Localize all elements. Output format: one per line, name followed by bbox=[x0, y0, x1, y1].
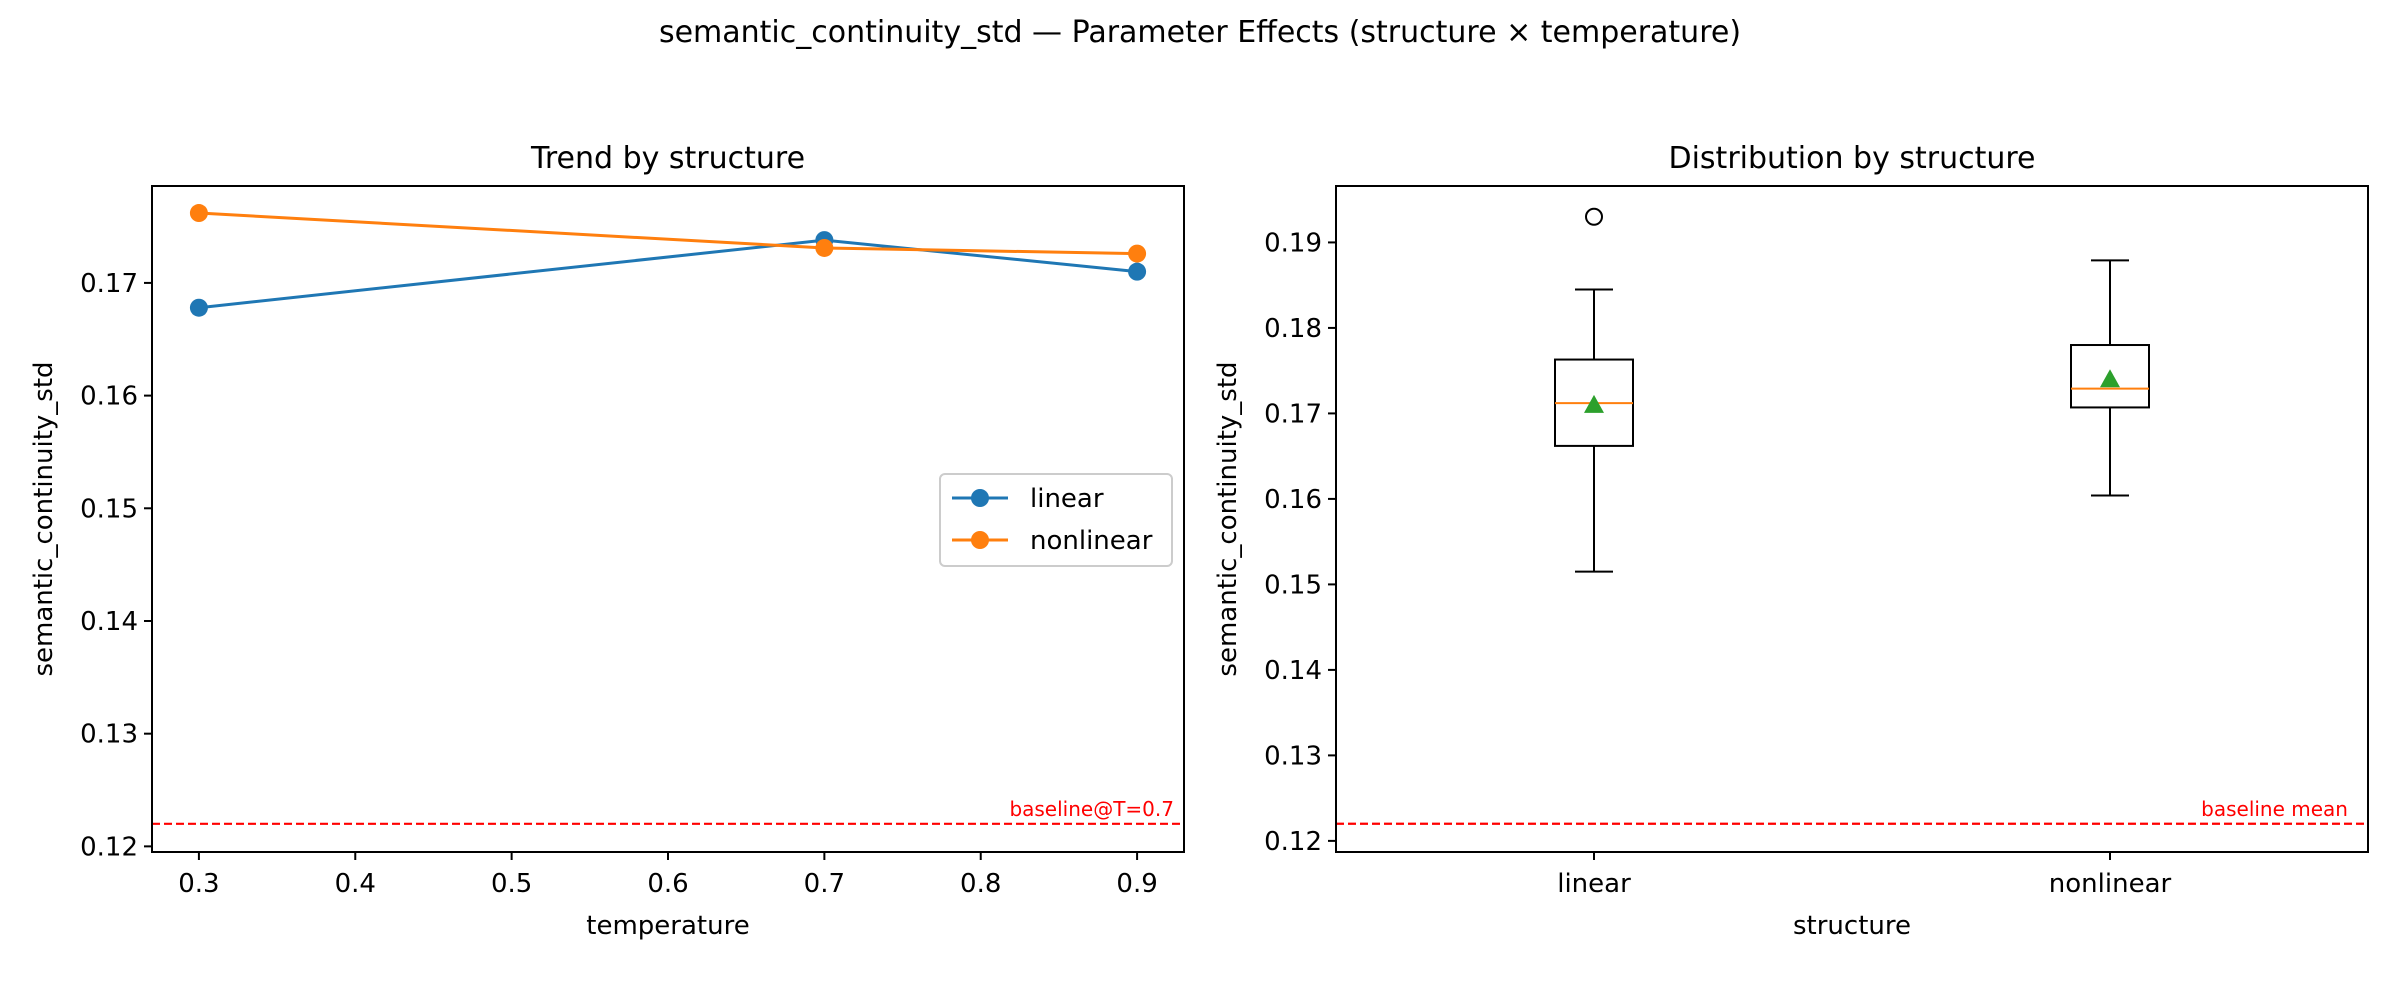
distribution-baseline-label: baseline mean bbox=[2201, 797, 2348, 821]
trend-xtick-label: 0.9 bbox=[1116, 869, 1157, 899]
trend-ytick-label: 0.12 bbox=[80, 832, 138, 862]
trend-ytick-label: 0.13 bbox=[80, 720, 138, 750]
distribution-ytick-label: 0.15 bbox=[1264, 570, 1322, 600]
trend-ytick-label: 0.14 bbox=[80, 607, 138, 637]
trend-xtick-label: 0.3 bbox=[178, 869, 219, 899]
figure-suptitle: semantic_continuity_std — Parameter Effe… bbox=[659, 15, 1741, 50]
distribution-axes-frame bbox=[1335, 185, 2369, 853]
legend-marker-linear bbox=[971, 489, 989, 507]
trend-xtick-label: 0.4 bbox=[335, 869, 376, 899]
distribution-xlabel: structure bbox=[1793, 911, 1911, 941]
trend-title: Trend by structure bbox=[530, 141, 805, 176]
trend-ytick-label: 0.16 bbox=[80, 382, 138, 412]
trend-xlabel: temperature bbox=[586, 911, 749, 941]
distribution-ytick-label: 0.14 bbox=[1264, 656, 1322, 686]
distribution-ytick-label: 0.16 bbox=[1264, 485, 1322, 515]
legend-label-linear: linear bbox=[1030, 484, 1104, 514]
distribution-ylabel: semantic_continuity_std bbox=[1213, 361, 1243, 676]
trend-ylabel: semantic_continuity_std bbox=[29, 361, 59, 676]
data-point-linear bbox=[189, 298, 208, 317]
trend-legend: linear nonlinear bbox=[939, 473, 1173, 567]
trend-ytick-label: 0.15 bbox=[80, 494, 138, 524]
distribution-plot-area: linear nonlinear 0.12 0.13 0.14 0.15 0.16 0.17 0… bbox=[1264, 207, 2368, 899]
data-point-linear bbox=[1128, 262, 1147, 281]
trend-xtick-label: 0.8 bbox=[960, 869, 1001, 899]
trend-ytick-label: 0.17 bbox=[80, 269, 138, 299]
distribution-ytick-label: 0.17 bbox=[1264, 399, 1322, 429]
outlier-linear bbox=[1585, 207, 1603, 226]
distribution-ytick-label: 0.12 bbox=[1264, 827, 1322, 857]
distribution-xtick-label: linear bbox=[1557, 869, 1631, 899]
trend-plot-area: 0.3 0.4 0.5 0.6 0.7 0.8 0.9 0.12 0.13 0.14 0.15 0.1… bbox=[80, 204, 1184, 899]
distribution-ytick-label: 0.18 bbox=[1264, 314, 1322, 344]
trend-xtick-label: 0.5 bbox=[491, 869, 532, 899]
distribution-ytick-label: 0.13 bbox=[1264, 741, 1322, 771]
box-nonlinear bbox=[2070, 344, 2150, 409]
trend-xtick-label: 0.6 bbox=[647, 869, 688, 899]
distribution-ytick-label: 0.19 bbox=[1264, 228, 1322, 258]
data-point-nonlinear bbox=[189, 204, 208, 223]
mean-marker-linear bbox=[1584, 394, 1604, 413]
distribution-xtick-label: nonlinear bbox=[2049, 869, 2172, 899]
trend-panel: Trend by structure 0.3 0.4 0.5 0.6 0.7 0.8 0.9… bbox=[29, 141, 1185, 941]
distribution-panel: Distribution by structure linear nonlinea… bbox=[1213, 141, 2369, 941]
data-point-nonlinear bbox=[815, 238, 834, 257]
legend-label-nonlinear: nonlinear bbox=[1030, 526, 1153, 556]
trend-baseline-label: baseline@T=0.7 bbox=[1009, 797, 1174, 821]
distribution-title: Distribution by structure bbox=[1668, 141, 2035, 176]
mean-marker-nonlinear bbox=[2100, 369, 2120, 388]
trend-xtick-label: 0.7 bbox=[804, 869, 845, 899]
data-point-nonlinear bbox=[1128, 244, 1147, 263]
legend-marker-nonlinear bbox=[971, 531, 989, 549]
trend-axes-frame bbox=[151, 185, 1185, 853]
